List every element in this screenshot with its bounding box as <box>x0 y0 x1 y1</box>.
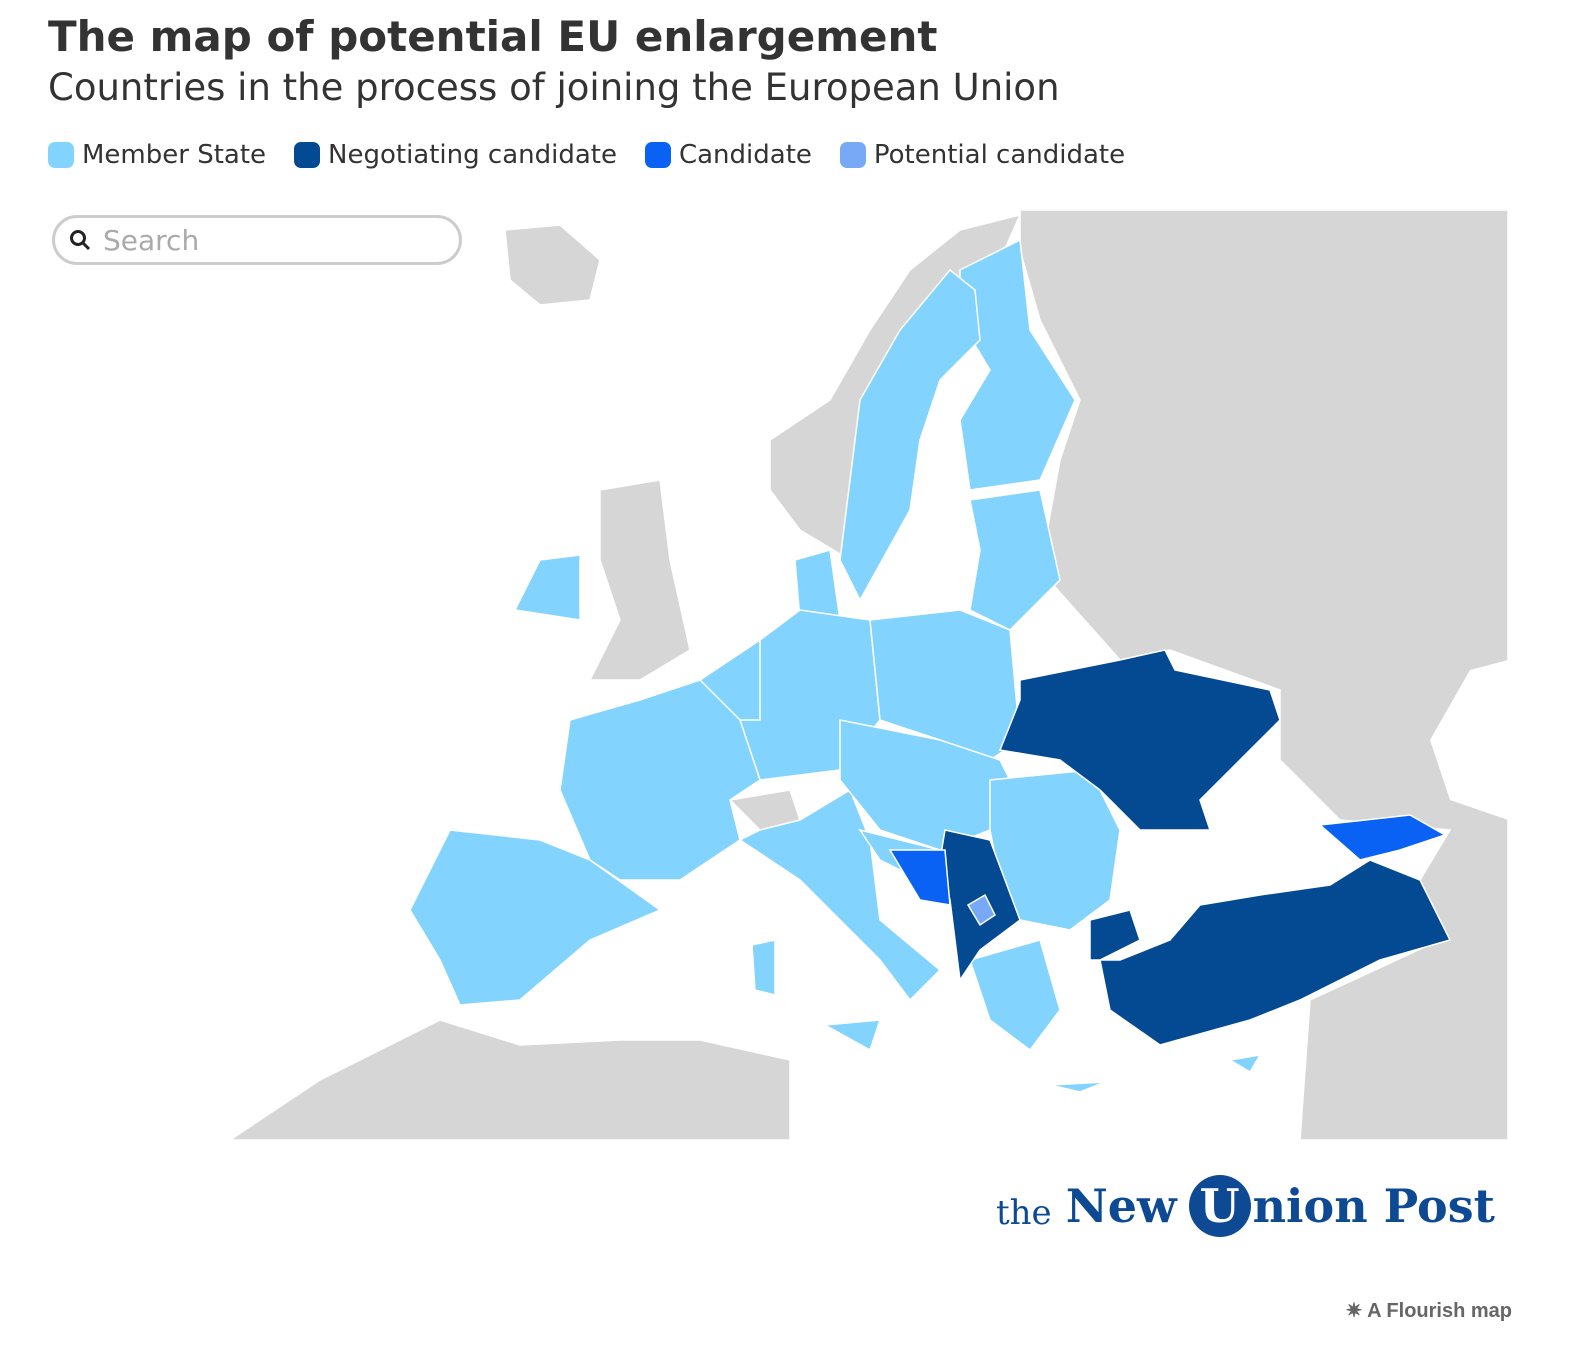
crete <box>1049 1081 1106 1093</box>
north-africa <box>227 1019 791 1141</box>
legend-item[interactable]: Member State <box>48 140 266 170</box>
legend-label: Negotiating candidate <box>328 140 617 170</box>
georgia <box>1318 814 1447 861</box>
kosovo <box>966 893 996 927</box>
france <box>559 679 761 881</box>
legend-label: Candidate <box>678 140 812 170</box>
logo: the New U nion Post <box>996 1175 1495 1237</box>
baltics <box>969 489 1061 631</box>
logo-rest: nion Post <box>1252 1179 1495 1233</box>
search-box[interactable]: Search <box>52 215 462 265</box>
caspian-sea <box>1430 660 1508 820</box>
countries <box>409 238 1452 1093</box>
ukraine-moldova <box>998 649 1281 831</box>
legend-item[interactable]: Potential candidate <box>839 140 1126 170</box>
logo-prefix: the <box>996 1193 1052 1233</box>
search-placeholder: Search <box>103 223 200 257</box>
sardinia <box>751 939 776 996</box>
sicily <box>822 1019 882 1052</box>
iceland <box>504 224 601 306</box>
russia-region <box>1019 209 1509 1141</box>
sweden <box>839 268 981 602</box>
logo-word: New <box>1065 1179 1177 1233</box>
legend-label: Member State <box>82 140 267 170</box>
legend-item[interactable]: Candidate <box>644 140 812 170</box>
legend-swatch <box>294 142 321 168</box>
uk <box>588 479 691 681</box>
legend-item[interactable]: Negotiating candidate <box>294 140 617 170</box>
italy <box>738 788 942 1002</box>
title: The map of potential EU enlargement <box>48 12 938 61</box>
turkey <box>1089 859 1452 1046</box>
non-eu-land <box>227 209 1509 1141</box>
iberia <box>409 829 662 1006</box>
ireland <box>513 554 581 621</box>
search-icon <box>70 230 91 251</box>
cyprus <box>1227 1053 1262 1074</box>
greece <box>969 939 1061 1052</box>
legend: Member State Negotiating candidate Candida… <box>48 140 1125 170</box>
logo-initial: U <box>1188 1175 1251 1237</box>
legend-swatch <box>644 142 671 168</box>
legend-label: Potential candidate <box>873 140 1126 170</box>
subtitle: Countries in the process of joining the … <box>48 66 1060 109</box>
attribution[interactable]: ✷ A Flourish map <box>1345 1300 1512 1322</box>
legend-swatch <box>48 142 74 168</box>
legend-swatch <box>839 142 866 168</box>
bosnia <box>888 849 951 906</box>
attribution-text: A Flourish map <box>1367 1300 1512 1322</box>
